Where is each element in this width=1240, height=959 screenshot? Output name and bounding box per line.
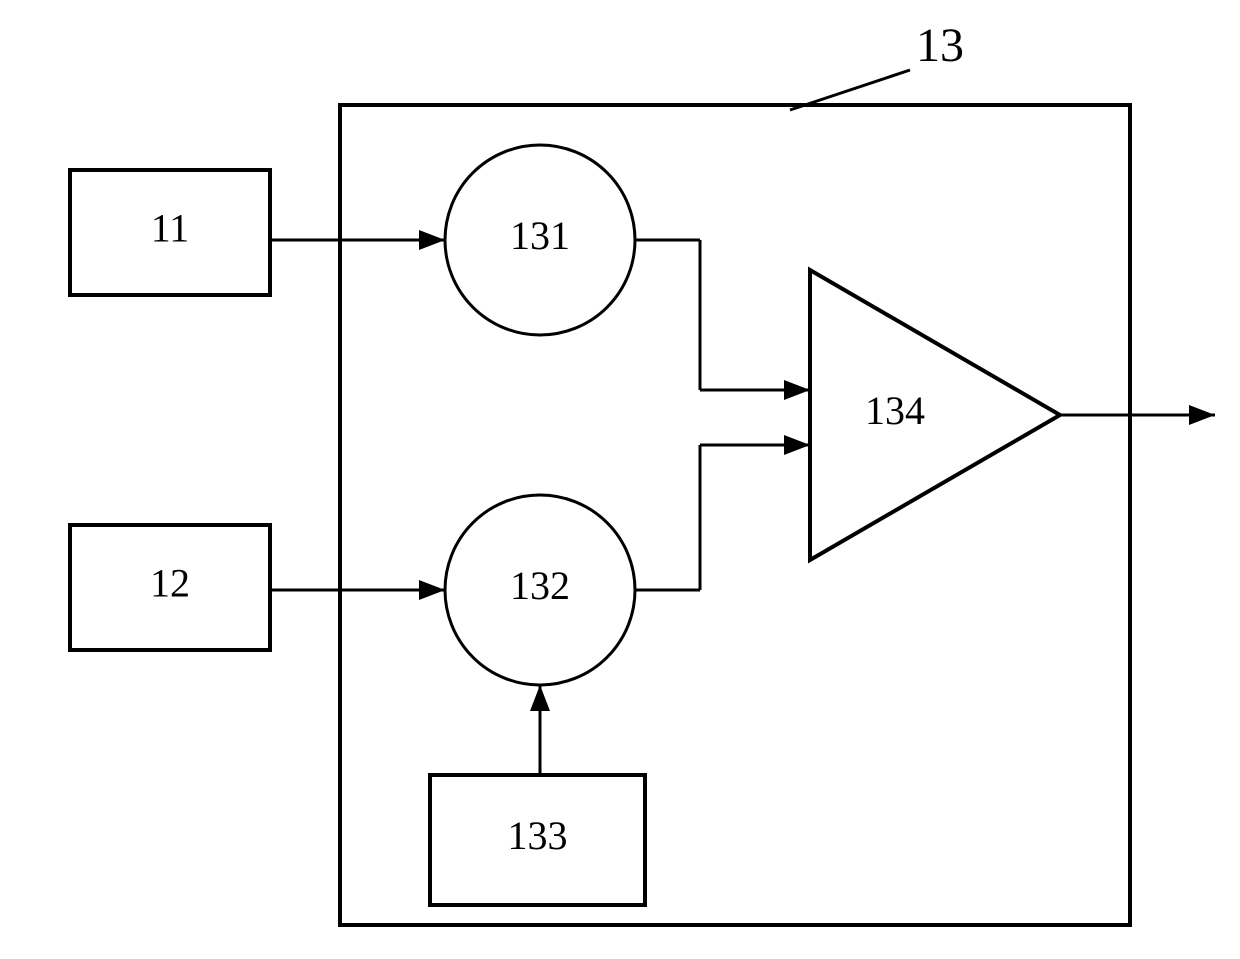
node-132-label: 132 [510,563,570,608]
block-12-label: 12 [150,561,190,606]
block-133-label: 133 [508,813,568,858]
container-13-label: 13 [916,19,964,72]
block-11-label: 11 [151,206,190,251]
container-13 [340,105,1130,925]
block-diagram: 13 11 12 133 131 132 134 [0,0,1240,959]
amp-134-label: 134 [865,388,925,433]
amp-134 [810,270,1060,560]
node-131-label: 131 [510,213,570,258]
